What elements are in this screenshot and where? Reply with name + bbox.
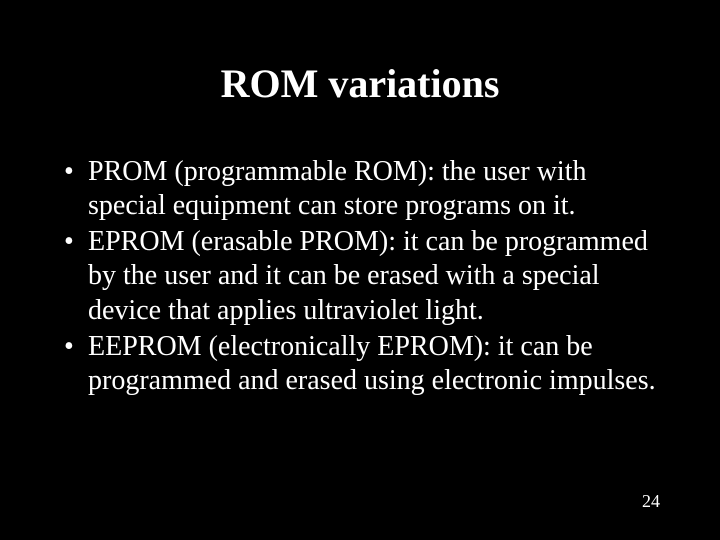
bullet-list: PROM (programmable ROM): the user with s… bbox=[60, 155, 660, 398]
slide: ROM variations PROM (programmable ROM): … bbox=[0, 0, 720, 540]
bullet-text: PROM (programmable ROM): the user with s… bbox=[88, 156, 587, 221]
bullet-text: EEPROM (electronically EPROM): it can be… bbox=[88, 331, 656, 396]
list-item: EPROM (erasable PROM): it can be program… bbox=[60, 225, 660, 327]
list-item: PROM (programmable ROM): the user with s… bbox=[60, 155, 660, 223]
list-item: EEPROM (electronically EPROM): it can be… bbox=[60, 330, 660, 398]
page-number: 24 bbox=[642, 491, 660, 512]
bullet-text: EPROM (erasable PROM): it can be program… bbox=[88, 226, 648, 325]
slide-title: ROM variations bbox=[60, 60, 660, 107]
